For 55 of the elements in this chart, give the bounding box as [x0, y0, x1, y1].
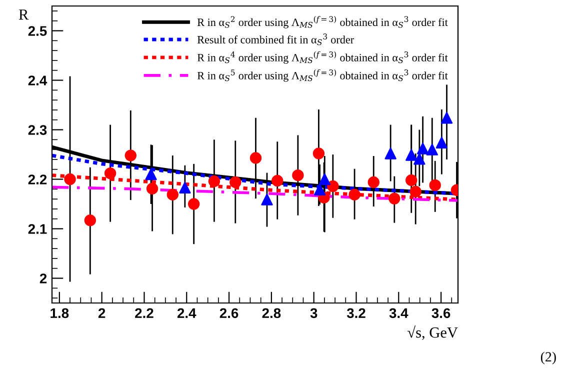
y-tick-label: 2.3: [28, 125, 47, 135]
x-tick-label: 2.8: [262, 308, 281, 318]
point: [384, 148, 396, 160]
point: [272, 174, 284, 187]
x-tick-label: 3.2: [346, 308, 366, 318]
y-tick-label: 2.2: [28, 174, 47, 184]
point: [292, 169, 304, 182]
point: [327, 180, 339, 192]
x-tick-label: 2.6: [220, 308, 238, 318]
y-axis-title: R: [18, 10, 29, 20]
x-tick-label: 2: [98, 308, 106, 318]
point: [312, 148, 325, 160]
x-tick-label: 3.4: [389, 308, 408, 318]
point: [388, 192, 400, 204]
point: [440, 112, 453, 124]
x-tick-label: 2.2: [135, 308, 154, 318]
x-tick-label: 1.8: [50, 308, 69, 318]
point: [406, 149, 418, 161]
point: [64, 173, 76, 186]
point: [84, 214, 96, 226]
point: [314, 184, 326, 196]
point: [166, 188, 178, 200]
point: [188, 198, 200, 210]
point: [208, 175, 220, 188]
y-tick-label: 2.1: [28, 224, 47, 234]
y-tick-label: 2: [40, 274, 47, 284]
point: [250, 152, 262, 164]
x-tick-label: 2.4: [177, 308, 196, 318]
y-tick-label: 2.5: [28, 26, 47, 36]
point: [145, 168, 157, 180]
point: [146, 182, 158, 194]
x-tick-label: 3.6: [432, 308, 450, 318]
point: [429, 179, 441, 192]
point: [261, 194, 273, 206]
point: [348, 188, 360, 200]
legend-label: Result of combined fit in α$_{S}$$^{3}$ order: [197, 34, 354, 46]
point: [416, 142, 429, 154]
point: [426, 144, 438, 156]
point: [436, 136, 448, 148]
point: [124, 150, 136, 162]
point: [406, 174, 418, 186]
point: [414, 153, 426, 165]
text: R in α$_{S}$$^{2}$ order using Λ$_{MS}$$^{(f=3)}$ obtained in α$_{S}$$^{3}$ order fit: [197, 16, 448, 28]
point: [104, 167, 116, 180]
text: R in α$_{S}$$^{4}$ order using Λ$_{MS}$$^{(f=3)}$ obtained in α$_{S}$$^{3}$ order fit: [197, 51, 448, 64]
point: [318, 173, 330, 186]
point: [368, 176, 380, 188]
x-tick-label: 3: [310, 308, 318, 318]
text: (2): [540, 352, 556, 364]
x-axis-title: √s, GeV: [408, 325, 458, 340]
text: R in α$_{S}$$^{5}$ order using Λ$_{MS}$$^{(f=3)}$ obtained in α$_{S}$$^{3}$ order fit: [197, 69, 448, 82]
y-tick-label: 2.4: [28, 76, 48, 86]
point: [179, 182, 191, 194]
point: [410, 186, 422, 198]
point: [230, 176, 242, 188]
